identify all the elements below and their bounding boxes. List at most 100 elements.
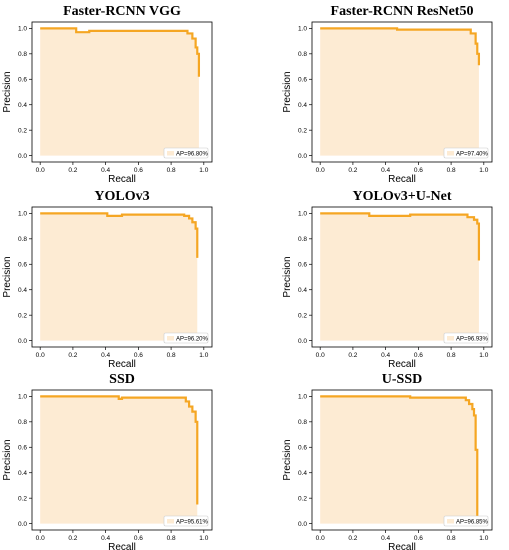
y-tick-label: 0.6 (298, 77, 307, 84)
pr-curve-line (320, 212, 481, 261)
pr-area-fill (40, 213, 198, 341)
y-tick-label: 0.0 (18, 521, 27, 528)
y-tick-label: 0.8 (298, 419, 307, 426)
y-tick-label: 0.2 (298, 495, 307, 502)
x-axis-label: Recall (108, 542, 136, 550)
x-tick-label: 0.6 (134, 167, 143, 174)
pr-curve-line (40, 395, 199, 505)
legend-swatch (447, 519, 454, 524)
y-tick-label: 0.6 (298, 262, 307, 269)
legend-label: AP=96.93% (456, 336, 489, 342)
y-tick-label: 0.4 (298, 470, 307, 477)
legend-swatch (167, 519, 174, 524)
pr-curve-line (320, 27, 481, 66)
x-tick-label: 0.6 (414, 352, 423, 359)
plot-frame (31, 206, 213, 348)
x-tick-label: 0.2 (348, 535, 357, 542)
legend-box (163, 147, 209, 159)
y-tick-label: 0.2 (298, 312, 307, 319)
legend-swatch (167, 151, 174, 156)
x-tick-label: 0.2 (348, 352, 357, 359)
y-axis-label: Precision (2, 439, 13, 480)
legend-box (163, 332, 209, 344)
legend-box (443, 332, 489, 344)
legend-label: AP=95.61% (176, 519, 209, 525)
legend-box (163, 515, 209, 527)
y-tick-label: 0.2 (18, 312, 27, 319)
y-tick-label: 0.4 (298, 287, 307, 294)
y-tick-label: 0.4 (18, 287, 27, 294)
legend-label: AP=97.40% (456, 151, 489, 157)
y-tick-label: 1.0 (18, 394, 27, 401)
subplot-1: Faster-RCNN VGG 0.0 0.2 0.4 0.6 0.8 1.0 0.0 0.2 0… (2, 4, 213, 185)
legend-swatch (447, 151, 454, 156)
legend-box (443, 515, 489, 527)
x-tick-label: 0.0 (316, 167, 325, 174)
subplot-2: Faster-RCNN ResNet50 0.0 0.2 0.4 0.6 0.8 1.0 0.… (282, 4, 493, 185)
x-axis-label: Recall (108, 174, 136, 185)
plot-frame (311, 206, 493, 348)
x-tick-label: 0.4 (381, 352, 390, 359)
y-axis-label: Precision (2, 71, 13, 112)
y-tick-label: 0.6 (298, 445, 307, 452)
y-tick-label: 0.2 (18, 127, 27, 134)
plot-frame (311, 389, 493, 531)
x-tick-label: 0.4 (101, 352, 110, 359)
x-tick-label: 0.6 (414, 167, 423, 174)
x-tick-label: 0.4 (381, 535, 390, 542)
subplot-title: Faster-RCNN VGG (63, 4, 181, 19)
x-tick-label: 1.0 (479, 352, 488, 359)
subplot-6: U-SSD 0.0 0.2 0.4 0.6 0.8 1.0 0.0 0.2 0.4 0.6 0.8 1.… (282, 372, 493, 550)
y-tick-label: 0.0 (18, 338, 27, 345)
x-tick-label: 0.0 (36, 167, 45, 174)
y-tick-label: 0.6 (18, 445, 27, 452)
x-axis-label: Recall (388, 542, 416, 550)
legend-swatch (447, 336, 454, 341)
x-axis-label: Recall (388, 359, 416, 370)
x-tick-label: 0.8 (167, 535, 176, 542)
legend-label: AP=96.20% (176, 336, 209, 342)
x-tick-label: 0.4 (101, 535, 110, 542)
x-tick-label: 0.2 (68, 352, 77, 359)
subplot-4: YOLOv3+U-Net 0.0 0.2 0.4 0.6 0.8 1.0 0.0 0.2 0.4 0… (282, 189, 493, 370)
x-tick-label: 0.0 (316, 535, 325, 542)
legend-label: AP=96.85% (456, 519, 489, 525)
x-tick-label: 0.8 (447, 352, 456, 359)
legend-box (443, 147, 489, 159)
pr-area-fill (320, 396, 478, 524)
pr-curve-line (40, 27, 201, 77)
y-tick-label: 1.0 (298, 394, 307, 401)
y-tick-label: 0.8 (18, 419, 27, 426)
x-tick-label: 0.8 (167, 167, 176, 174)
x-axis-label: Recall (108, 359, 136, 370)
x-tick-label: 0.8 (447, 535, 456, 542)
y-tick-label: 1.0 (298, 211, 307, 218)
y-tick-label: 0.8 (298, 236, 307, 243)
x-tick-label: 0.8 (447, 167, 456, 174)
subplot-title: Faster-RCNN ResNet50 (331, 4, 474, 19)
pr-area-fill (40, 28, 199, 156)
y-axis-label: Precision (282, 256, 293, 297)
y-tick-label: 0.4 (18, 470, 27, 477)
x-tick-label: 1.0 (479, 535, 488, 542)
x-tick-label: 0.2 (68, 167, 77, 174)
y-axis-label: Precision (282, 439, 293, 480)
x-tick-label: 0.2 (68, 535, 77, 542)
x-tick-label: 0.6 (134, 352, 143, 359)
subplot-5: SSD 0.0 0.2 0.4 0.6 0.8 1.0 0.0 0.2 0.4 0.6 0.8 1.0 R… (2, 372, 213, 550)
x-tick-label: 0.0 (316, 352, 325, 359)
y-tick-label: 0.2 (18, 495, 27, 502)
subplot-title: YOLOv3+U-Net (353, 189, 452, 204)
plot-frame (311, 21, 493, 163)
x-tick-label: 1.0 (199, 535, 208, 542)
y-tick-label: 1.0 (298, 26, 307, 33)
y-tick-label: 1.0 (18, 211, 27, 218)
y-tick-label: 0.4 (298, 102, 307, 109)
y-axis-label: Precision (282, 71, 293, 112)
x-tick-label: 0.4 (381, 167, 390, 174)
y-tick-label: 0.6 (18, 77, 27, 84)
subplot-title: SSD (109, 372, 135, 387)
y-tick-label: 0.0 (18, 153, 27, 160)
plot-frame (31, 21, 213, 163)
y-tick-label: 0.8 (18, 51, 27, 58)
